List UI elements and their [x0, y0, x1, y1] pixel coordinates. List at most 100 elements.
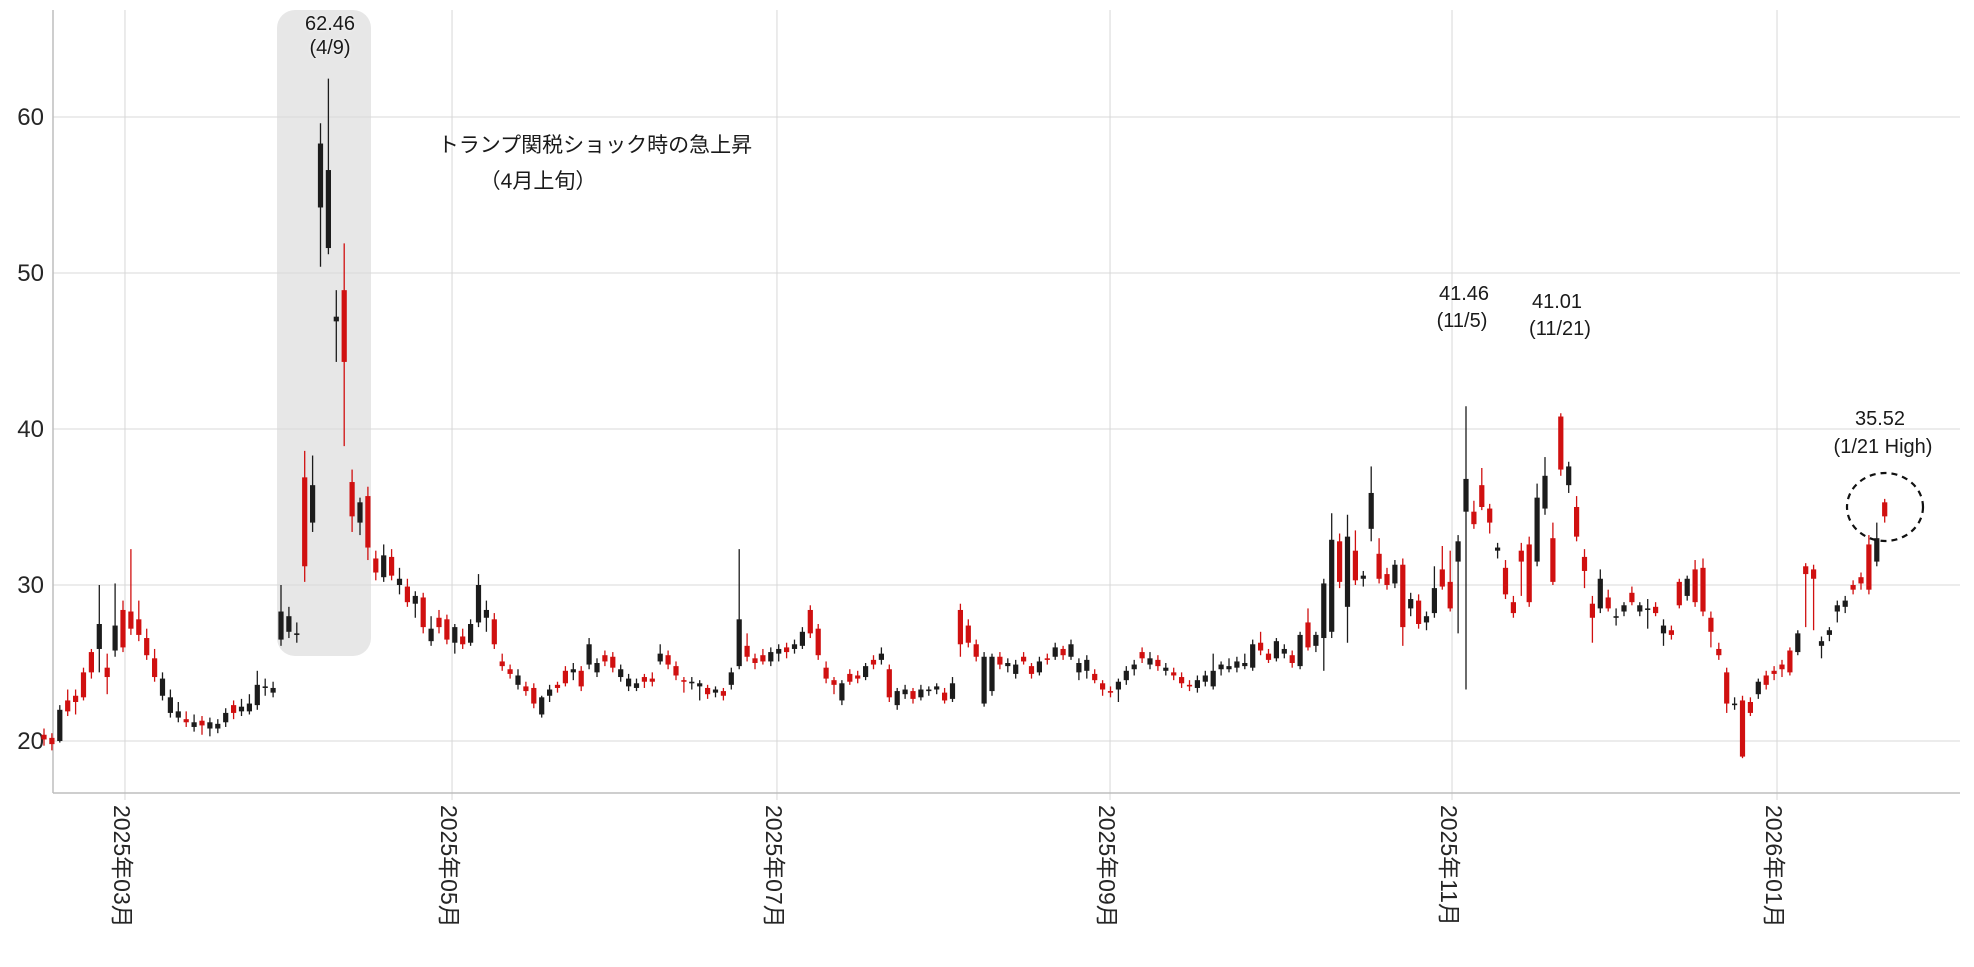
- candle-body-183: [1487, 508, 1493, 523]
- candle-body-0: [41, 734, 47, 740]
- candle-body-33: [302, 477, 308, 567]
- candle-body-132: [1084, 659, 1090, 671]
- x-tick-label-3: 2025年09月: [1094, 805, 1120, 928]
- candle-body-210: [1700, 567, 1706, 612]
- candle-body-232: [1874, 538, 1880, 562]
- candle-body-224: [1811, 569, 1817, 579]
- candle-body-66: [562, 670, 568, 684]
- candle-body-9: [112, 625, 118, 651]
- candle-body-186: [1510, 602, 1516, 614]
- candle-body-8: [104, 667, 110, 678]
- candle-body-111: [918, 689, 924, 698]
- candle-body-166: [1352, 550, 1358, 581]
- candle-body-216: [1747, 702, 1753, 713]
- candle-body-120: [989, 656, 995, 692]
- candle-body-121: [997, 656, 1003, 665]
- candle-body-143: [1171, 672, 1177, 676]
- candle-body-181: [1471, 511, 1477, 525]
- candle-body-93: [776, 648, 782, 654]
- candle-body-118: [973, 644, 979, 657]
- candle-body-219: [1771, 670, 1777, 674]
- candle-body-67: [570, 669, 576, 673]
- candle-body-65: [554, 684, 561, 688]
- candle-body-154: [1258, 642, 1264, 651]
- candle-body-152: [1242, 663, 1248, 667]
- candle-body-44: [389, 556, 395, 576]
- candle-body-204: [1653, 606, 1659, 614]
- candle-body-19: [191, 722, 197, 727]
- candle-body-196: [1589, 603, 1595, 618]
- candle-body-20: [199, 720, 205, 726]
- jan-high-ellipse-marker: [1845, 471, 1925, 543]
- candle-body-98: [815, 628, 821, 656]
- candle-body-226: [1826, 630, 1832, 635]
- candle-body-177: [1439, 569, 1445, 587]
- x-tick-label-5: 2026年01月: [1761, 805, 1787, 928]
- candle-body-165: [1344, 536, 1351, 607]
- candle-body-25: [238, 706, 245, 712]
- candle-body-15: [159, 678, 166, 696]
- candle-body-145: [1186, 684, 1193, 687]
- candle-body-74: [626, 678, 632, 687]
- candle-body-133: [1092, 673, 1098, 681]
- candle-body-29: [270, 687, 276, 693]
- candle-body-96: [799, 631, 805, 646]
- candle-body-205: [1660, 625, 1667, 634]
- annotation-1: (4/9): [309, 37, 350, 59]
- candle-body-122: [1005, 663, 1011, 667]
- candle-body-84: [705, 687, 711, 695]
- annotation-8: 35.52: [1855, 408, 1905, 430]
- candle-body-115: [949, 683, 956, 699]
- candle-body-48: [420, 597, 426, 628]
- candle-body-168: [1368, 492, 1374, 529]
- candle-body-13: [144, 638, 150, 656]
- candle-body-151: [1234, 661, 1240, 668]
- candle-body-103: [855, 675, 861, 679]
- candle-body-206: [1668, 630, 1674, 635]
- candle-body-38: [341, 290, 347, 362]
- candle-body-200: [1621, 605, 1627, 612]
- candle-body-28: [262, 686, 268, 688]
- y-tick-label-40: 40: [17, 416, 44, 443]
- candle-body-100: [831, 680, 837, 685]
- candle-body-150: [1226, 666, 1232, 670]
- candle-body-54: [468, 624, 474, 643]
- candle-body-26: [246, 703, 252, 712]
- candle-body-70: [594, 663, 600, 673]
- candle-body-178: [1447, 581, 1453, 609]
- candle-body-11: [128, 611, 134, 629]
- candle-body-99: [823, 667, 829, 679]
- candle-body-61: [523, 686, 529, 692]
- candle-body-64: [547, 689, 553, 696]
- candle-body-78: [657, 653, 663, 662]
- candle-body-163: [1329, 539, 1335, 632]
- candle-body-87: [728, 672, 734, 685]
- candle-body-203: [1645, 608, 1651, 610]
- candle-body-223: [1803, 566, 1809, 575]
- candle-body-112: [926, 689, 932, 692]
- y-tick-label-60: 60: [17, 104, 44, 131]
- annotation-0: 62.46: [305, 13, 355, 35]
- candle-body-101: [839, 683, 845, 701]
- y-tick-label-50: 50: [17, 260, 44, 287]
- candle-body-37: [333, 316, 339, 322]
- candle-body-105: [870, 659, 877, 665]
- candle-body-130: [1068, 644, 1074, 657]
- candle-body-89: [744, 645, 750, 657]
- candle-body-83: [697, 683, 703, 687]
- candle-body-97: [807, 609, 813, 634]
- candle-body-127: [1044, 658, 1050, 660]
- annotation-5: (11/5): [1437, 310, 1488, 332]
- candle-body-108: [894, 691, 900, 706]
- candle-body-141: [1155, 659, 1161, 667]
- candle-body-42: [373, 558, 379, 573]
- candle-body-140: [1147, 658, 1153, 665]
- candle-body-187: [1518, 550, 1524, 562]
- candle-body-191: [1550, 538, 1556, 582]
- candle-body-228: [1842, 600, 1848, 607]
- candle-body-202: [1637, 605, 1643, 612]
- candle-body-231: [1866, 544, 1872, 590]
- annotation-4: 41.46: [1439, 283, 1489, 305]
- candle-body-161: [1313, 634, 1319, 646]
